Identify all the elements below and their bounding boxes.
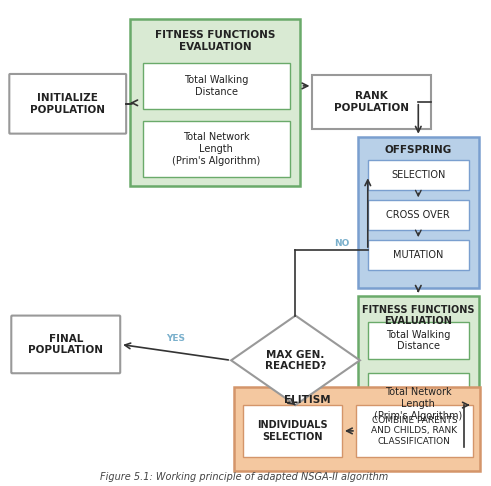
Text: Total Network
Length
(Prim's Algorithm): Total Network Length (Prim's Algorithm) <box>374 387 463 421</box>
Text: SELECTION: SELECTION <box>391 171 445 180</box>
Text: MAX GEN.
REACHED?: MAX GEN. REACHED? <box>265 349 326 371</box>
Bar <box>356 405 473 457</box>
Text: NO: NO <box>334 239 349 247</box>
Text: MUTATION: MUTATION <box>393 250 443 260</box>
Bar <box>368 373 469 435</box>
FancyBboxPatch shape <box>9 74 126 134</box>
Polygon shape <box>231 315 360 405</box>
Text: INITIALIZE
POPULATION: INITIALIZE POPULATION <box>30 93 105 115</box>
Text: YES: YES <box>166 334 185 343</box>
Text: Total Walking
Distance: Total Walking Distance <box>184 75 248 97</box>
Bar <box>143 121 290 177</box>
FancyBboxPatch shape <box>11 315 120 373</box>
Text: OFFSPRING: OFFSPRING <box>384 144 452 155</box>
Text: Total Walking
Distance: Total Walking Distance <box>386 330 450 351</box>
Bar <box>358 137 479 288</box>
Bar <box>312 75 431 129</box>
Text: FINAL
POPULATION: FINAL POPULATION <box>28 333 103 355</box>
Bar <box>368 200 469 230</box>
Bar <box>368 322 469 359</box>
Bar <box>143 63 290 109</box>
Bar <box>368 240 469 270</box>
Bar <box>130 19 300 186</box>
Text: Total Network
Length
(Prim's Algorithm): Total Network Length (Prim's Algorithm) <box>172 133 260 166</box>
Text: COMBINE PARENTS
AND CHILDS, RANK
CLASSIFICATION: COMBINE PARENTS AND CHILDS, RANK CLASSIF… <box>371 416 458 446</box>
Bar <box>358 295 479 447</box>
Text: INDIVIDUALS
SELECTION: INDIVIDUALS SELECTION <box>257 420 328 442</box>
Bar <box>234 387 480 471</box>
Text: FITNESS FUNCTIONS
EVALUATION: FITNESS FUNCTIONS EVALUATION <box>362 305 474 327</box>
Text: ELITISM: ELITISM <box>284 395 331 405</box>
Text: RANK
POPULATION: RANK POPULATION <box>334 91 409 113</box>
Bar <box>243 405 342 457</box>
Text: CROSS OVER: CROSS OVER <box>386 210 450 220</box>
Text: Figure 5.1: Working principle of adapted NSGA-II algorithm: Figure 5.1: Working principle of adapted… <box>100 471 388 482</box>
Text: FITNESS FUNCTIONS
EVALUATION: FITNESS FUNCTIONS EVALUATION <box>155 30 275 52</box>
Bar <box>368 160 469 191</box>
